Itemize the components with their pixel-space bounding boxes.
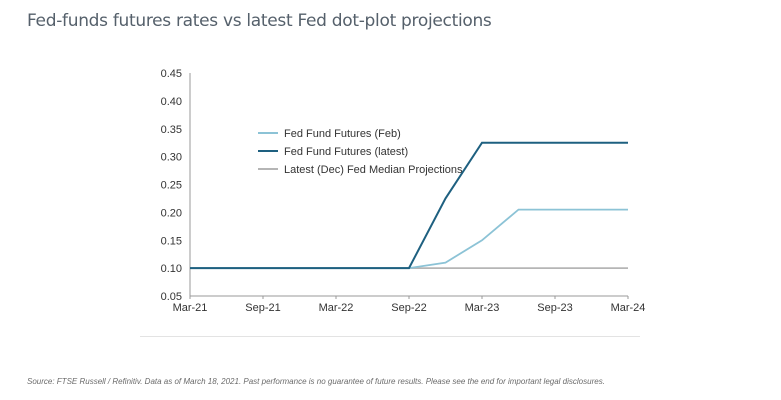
series-layer [190, 141, 628, 270]
legend-label: Fed Fund Futures (latest) [284, 146, 408, 158]
y-axis: 0.05 0.10 0.15 0.20 0.25 0.30 0.35 0.40 0.45 [161, 68, 191, 303]
y-tick-label: 0.40 [161, 96, 182, 108]
x-tick-label: Sep-21 [245, 302, 280, 314]
source-note: Source: FTSE Russell / Refinitiv. Data a… [27, 377, 605, 386]
x-tick-label: Sep-22 [391, 302, 426, 314]
legend: Fed Fund Futures (Feb) Fed Fund Futures (… [258, 128, 463, 176]
y-tick-label: 0.30 [161, 152, 182, 164]
y-tick-label: 0.35 [161, 124, 182, 136]
x-tick-label: Sep-23 [537, 302, 572, 314]
footer-divider [140, 336, 640, 337]
x-tick-label: Mar-21 [173, 302, 208, 314]
y-tick-label: 0.10 [161, 263, 182, 275]
y-tick-label: 0.20 [161, 207, 182, 219]
legend-label: Fed Fund Futures (Feb) [284, 128, 401, 140]
y-tick-label: 0.05 [161, 291, 182, 303]
series-line-latest [190, 141, 628, 270]
x-tick-label: Mar-24 [611, 302, 646, 314]
series-line-feb [190, 208, 628, 270]
y-tick-label: 0.45 [161, 68, 182, 80]
chart-title: Fed-funds futures rates vs latest Fed do… [27, 11, 492, 31]
legend-label: Latest (Dec) Fed Median Projections [284, 164, 463, 176]
x-axis: Mar-21 Sep-21 Mar-22 Sep-22 Mar-23 Sep-23 Mar-… [173, 295, 646, 314]
y-tick-label: 0.25 [161, 180, 182, 192]
x-tick-label: Mar-22 [319, 302, 354, 314]
y-tick-label: 0.15 [161, 235, 182, 247]
x-tick-label: Mar-23 [465, 302, 500, 314]
